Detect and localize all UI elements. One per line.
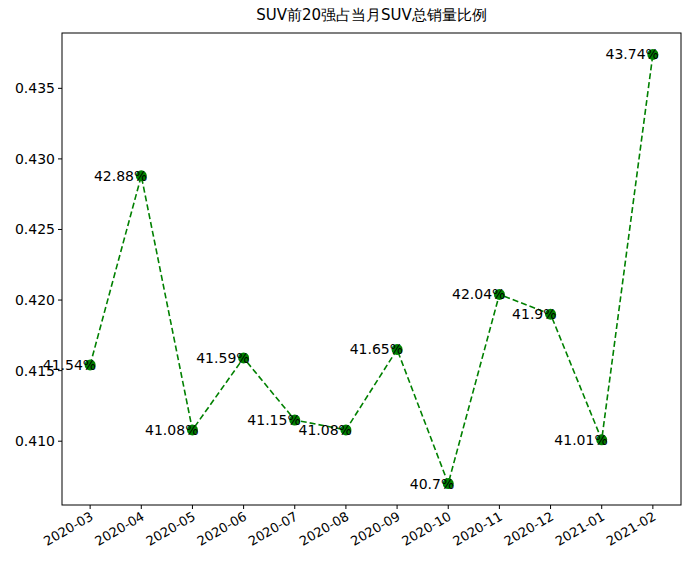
data-label: 40.7% [410,476,454,492]
data-label: 41.08% [145,422,198,438]
plot-frame [62,33,681,505]
x-tick-label: 2020-07 [246,509,301,549]
data-label: 41.54% [43,357,96,373]
x-tick [448,505,449,509]
x-tick-label: 2020-09 [348,509,403,549]
x-tick-label: 2020-10 [399,509,454,549]
data-label: 41.59% [196,350,249,366]
data-label: 41.08% [299,422,352,438]
data-label: 41.15% [247,412,300,428]
x-tick [397,505,398,509]
y-tick-label: 0.410 [15,433,55,449]
y-tick [58,300,62,301]
data-label: 42.04% [452,286,505,302]
y-tick-label: 0.425 [15,221,55,237]
x-tick [550,505,551,509]
y-tick [58,88,62,89]
x-tick [243,505,244,509]
x-tick [192,505,193,509]
x-tick-label: 2020-11 [450,509,505,549]
plot-area [85,49,659,489]
data-label: 41.01% [554,432,607,448]
y-tick [58,441,62,442]
x-tick [499,505,500,509]
x-tick-label: 2020-04 [92,509,147,549]
x-tick [294,505,295,509]
x-tick [601,505,602,509]
data-label: 43.74% [605,46,658,62]
data-label: 42.88% [94,168,147,184]
x-tick [345,505,346,509]
y-tick-label: 0.430 [15,151,55,167]
y-tick [58,158,62,159]
x-tick-label: 2020-12 [502,509,557,549]
x-tick [90,505,91,509]
data-label: 41.9% [512,306,556,322]
x-tick [141,505,142,509]
y-tick [58,229,62,230]
chart: SUV前20强占当月SUV总销量比例0.4100.4150.4200.4250.… [0,0,700,561]
x-tick-label: 2020-05 [143,509,198,549]
data-label: 41.65% [350,341,403,357]
x-tick-label: 2020-06 [195,509,250,549]
x-tick-label: 2021-01 [553,509,608,549]
x-tick-label: 2021-02 [604,509,659,549]
series-line [90,54,653,483]
y-tick-label: 0.420 [15,292,55,308]
x-tick [652,505,653,509]
title: SUV前20强占当月SUV总销量比例 [256,6,487,24]
y-tick-label: 0.435 [15,80,55,96]
x-tick-label: 2020-03 [41,509,96,549]
x-tick-label: 2020-08 [297,509,352,549]
